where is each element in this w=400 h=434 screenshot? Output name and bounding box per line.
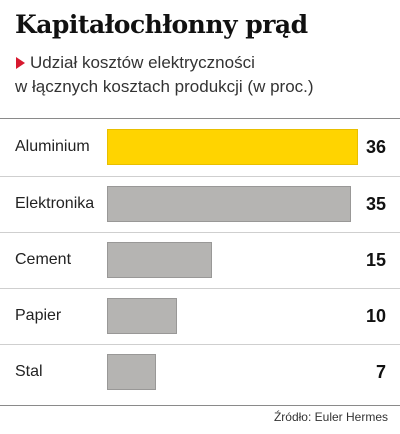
- bar: [107, 298, 177, 334]
- subtitle-line-1: Udział kosztów elektryczności: [15, 51, 390, 75]
- chart-title: Kapitałochłonny prąd: [15, 10, 308, 39]
- category-label: Papier: [15, 307, 62, 324]
- bar: [107, 242, 212, 278]
- value-label: 36: [365, 137, 386, 157]
- source-note: Źródło: Euler Hermes: [273, 410, 388, 424]
- bar-row: Cement 15: [0, 232, 400, 287]
- bar-row: Aluminium 36: [0, 120, 400, 174]
- bar: [107, 186, 351, 222]
- bar-chart: Aluminium 36 Elektronika 35 Cement 15 Papier 10…: [0, 118, 400, 406]
- red-triangle-icon: [16, 57, 25, 69]
- category-label: Cement: [15, 251, 72, 268]
- bar: [107, 354, 156, 390]
- value-label: 7: [375, 362, 386, 382]
- chart-subtitle: Udział kosztów elektryczności w łącznych…: [15, 51, 390, 99]
- bar-row: Stal 7: [0, 344, 400, 399]
- subtitle-line-2: w łącznych kosztach produkcji (w proc.): [15, 77, 314, 96]
- value-label: 35: [365, 194, 386, 214]
- value-label: 15: [365, 250, 386, 270]
- bar-row: Papier 10: [0, 288, 400, 343]
- category-label: Elektronika: [15, 195, 95, 212]
- bar-row: Elektronika 35: [0, 176, 400, 231]
- category-label: Stal: [15, 363, 43, 380]
- bar: [107, 129, 358, 165]
- subtitle-line-1-text: Udział kosztów elektryczności: [30, 53, 255, 72]
- value-label: 10: [365, 306, 386, 326]
- category-label: Aluminium: [15, 138, 90, 155]
